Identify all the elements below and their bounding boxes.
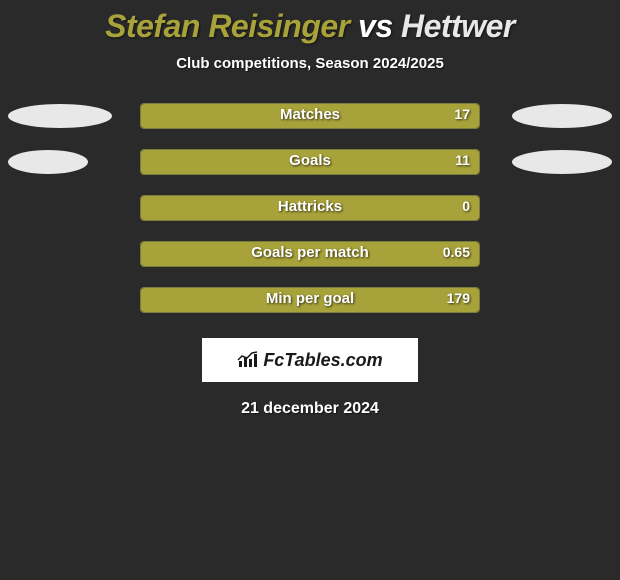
- player1-oval: [8, 150, 88, 174]
- title: Stefan Reisinger vs Hettwer: [0, 8, 620, 45]
- stat-bar-fill: [141, 242, 479, 266]
- player2-oval: [512, 150, 612, 174]
- stat-row: Hattricks0: [0, 194, 620, 240]
- stat-row: Matches17: [0, 102, 620, 148]
- chart-icon: [237, 351, 259, 369]
- subtitle: Club competitions, Season 2024/2025: [0, 55, 620, 72]
- stats-rows: Matches17Goals11Hattricks0Goals per matc…: [0, 102, 620, 332]
- stat-bar-fill: [141, 104, 479, 128]
- stat-bar-track: [140, 241, 480, 267]
- stat-bar-track: [140, 149, 480, 175]
- logo-box[interactable]: FcTables.com: [202, 338, 418, 382]
- stat-bar-track: [140, 103, 480, 129]
- stat-bar-track: [140, 287, 480, 313]
- logo-text: FcTables.com: [263, 350, 382, 371]
- logo: FcTables.com: [237, 350, 382, 371]
- player2-oval: [512, 104, 612, 128]
- stat-row: Goals per match0.65: [0, 240, 620, 286]
- player2-name: Hettwer: [401, 8, 515, 44]
- stat-row: Goals11: [0, 148, 620, 194]
- stat-row: Min per goal179: [0, 286, 620, 332]
- date: 21 december 2024: [0, 400, 620, 418]
- vs-label: vs: [358, 8, 393, 44]
- stat-bar-fill: [141, 150, 479, 174]
- stat-bar-fill: [141, 288, 479, 312]
- comparison-card: Stefan Reisinger vs Hettwer Club competi…: [0, 0, 620, 418]
- stat-bar-fill: [141, 196, 479, 220]
- player1-name: Stefan Reisinger: [105, 8, 350, 44]
- player1-oval: [8, 104, 112, 128]
- stat-bar-track: [140, 195, 480, 221]
